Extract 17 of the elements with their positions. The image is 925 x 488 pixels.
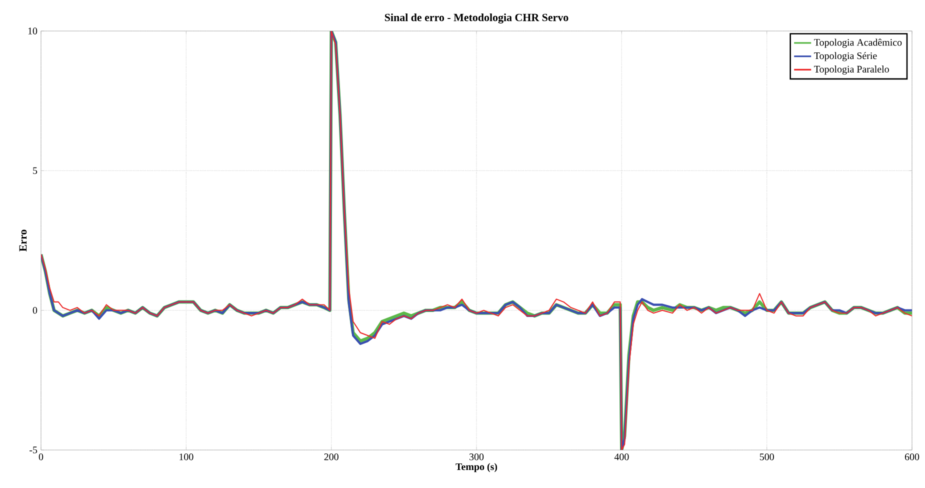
- legend-label: Topologia Acadêmico: [814, 38, 902, 48]
- x-tick-label: 500: [760, 454, 774, 460]
- y-tick-label: -5: [30, 446, 38, 454]
- x-tick-label: 300: [470, 454, 484, 460]
- y-tick-label: 0: [32, 306, 38, 314]
- y-tick-label: 5: [33, 167, 38, 174]
- x-tick-label: 600: [904, 454, 920, 460]
- chart-title: Sinal de erro - Metodologia CHR Servo: [384, 13, 568, 24]
- x-axis-title: Tempo (s): [456, 463, 498, 472]
- y-tick-label: 10: [28, 28, 38, 34]
- legend-label: Topologia Paralelo: [814, 66, 889, 75]
- x-tick-label: 400: [614, 454, 629, 460]
- legend-label: Topologia Série: [814, 52, 877, 62]
- x-tick-label: 100: [180, 454, 194, 460]
- x-tick-label: 200: [324, 454, 338, 460]
- y-axis-title: Erro: [19, 230, 27, 252]
- x-tick-label: 0: [38, 454, 44, 460]
